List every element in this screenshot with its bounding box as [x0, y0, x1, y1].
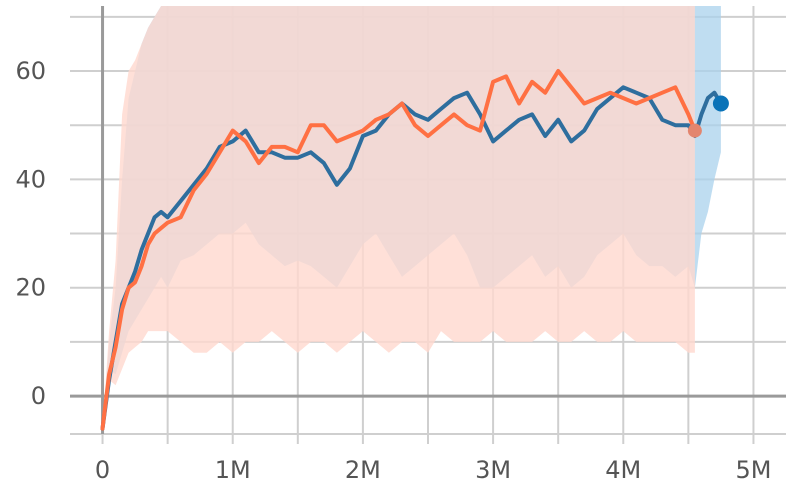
end-markers: [687, 95, 729, 138]
x-tick-label: 3M: [475, 456, 511, 484]
y-tick-label: 40: [15, 165, 46, 193]
x-tick-label: 5M: [735, 456, 771, 484]
series-2-line: [100, 69, 697, 431]
x-tick-label: 0: [95, 456, 110, 484]
y-tick-label: 60: [15, 57, 46, 85]
series-1-end-marker: [712, 95, 729, 112]
y-tick-label: 20: [15, 274, 46, 302]
x-tick-label: 1M: [215, 456, 251, 484]
x-tick-label: 2M: [345, 456, 381, 484]
x-tick-label: 4M: [605, 456, 641, 484]
series-lines: [100, 69, 723, 431]
series-2-end-marker: [687, 123, 702, 138]
tick-labels: 0 1M 2M 3M 4M 5M 0 20 40 60: [15, 57, 771, 484]
confidence-bands: [102, 6, 721, 429]
series-2-band: [102, 6, 695, 429]
y-tick-label: 0: [31, 382, 46, 410]
zero-axes: [70, 6, 786, 444]
